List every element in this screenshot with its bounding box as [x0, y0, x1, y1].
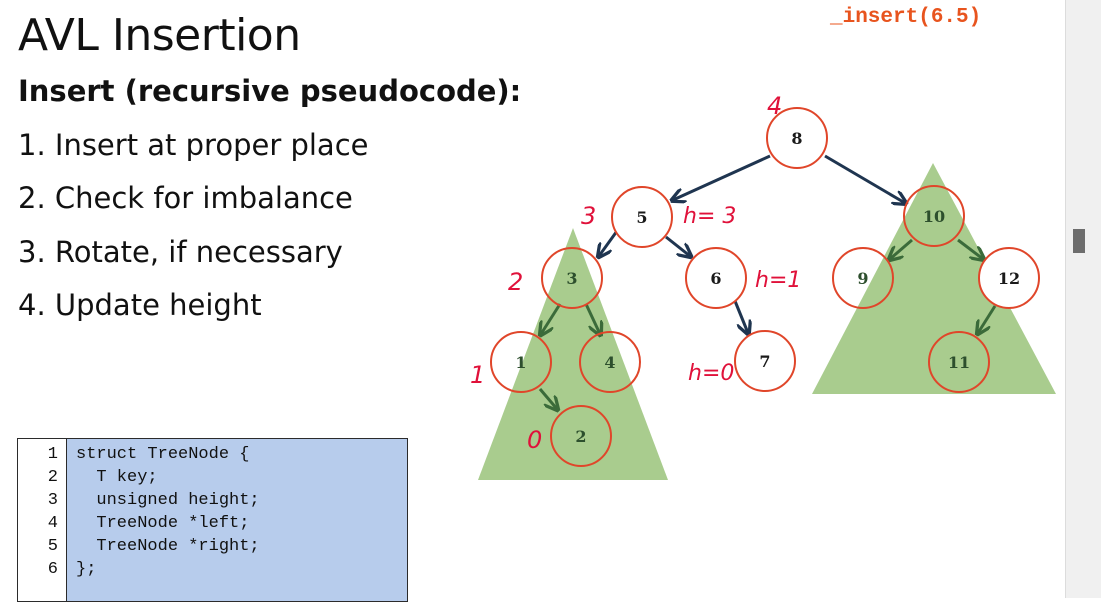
tree-node: 9: [832, 247, 894, 309]
node-label: 5: [636, 208, 647, 227]
edge-10-12: [957, 238, 983, 259]
annotation-height: h= 3: [683, 204, 736, 229]
tree-node: 7: [734, 330, 796, 392]
code-line: T key;: [76, 468, 158, 487]
node-label: 11: [948, 353, 970, 372]
annotation-height: h=1: [755, 268, 801, 293]
slide: AVL Insertion Insert (recursive pseudoco…: [17, 6, 1056, 602]
tree-node: 2: [550, 405, 612, 467]
annotation-height: 4: [767, 92, 782, 120]
node-label: 10: [923, 207, 945, 226]
node-label: 1: [515, 353, 526, 372]
tree-node: 6: [685, 247, 747, 309]
slide-title: AVL Insertion: [18, 10, 301, 61]
code-line: unsigned height;: [76, 491, 260, 510]
line-number: 3: [47, 491, 58, 510]
step-3: 3. Rotate, if necessary: [18, 235, 343, 269]
code-line: TreeNode *right;: [76, 537, 260, 556]
edge-10-9: [890, 238, 913, 259]
annotation-height: 1: [470, 361, 485, 389]
tree-node: 5: [611, 186, 673, 248]
tree-node: 10: [903, 185, 965, 247]
tree-node: 1: [490, 331, 552, 393]
node-label: 7: [759, 352, 770, 371]
node-label: 8: [791, 129, 802, 148]
node-label: 2: [575, 427, 586, 446]
tree-node: 8: [766, 107, 828, 169]
node-label: 6: [710, 269, 721, 288]
slide-subtitle: Insert (recursive pseudocode):: [18, 74, 522, 108]
line-number: 6: [47, 560, 58, 579]
code-line: struct TreeNode {: [76, 445, 250, 464]
edge-5-3: [599, 230, 619, 256]
scrollbar-thumb[interactable]: [1073, 229, 1085, 253]
code-block: 1 2 3 4 5 6 struct TreeNode { T key; uns…: [17, 438, 408, 602]
line-number-gutter: [18, 439, 67, 601]
node-label: 9: [857, 269, 868, 288]
edge-3-1: [541, 303, 562, 334]
step-2: 2. Check for imbalance: [18, 181, 353, 215]
node-label: 4: [604, 353, 615, 372]
tree-node: 11: [928, 331, 990, 393]
avl-tree-diagram: 8 5 10 3 6 9 1: [470, 92, 1056, 480]
tree-node: 4: [579, 331, 641, 393]
insert-call-label: _insert(6.5): [830, 6, 982, 29]
line-number: 4: [47, 514, 58, 533]
line-number: 5: [47, 537, 58, 556]
annotation-height: 0: [527, 426, 542, 454]
annotation-height: h=0: [688, 361, 734, 386]
edge-8-10: [824, 154, 905, 203]
tree-node: 12: [978, 247, 1040, 309]
tree-node: 3: [541, 247, 603, 309]
edge-3-4: [584, 303, 600, 334]
line-number: 2: [47, 468, 58, 487]
code-line: };: [76, 560, 97, 579]
right-subtree-triangle: [812, 163, 1056, 394]
edge-1-2: [538, 388, 557, 409]
node-label: 12: [998, 269, 1020, 288]
vertical-scrollbar[interactable]: [1065, 0, 1101, 598]
edge-5-6: [665, 235, 690, 256]
edge-12-11: [978, 305, 997, 333]
code-line: TreeNode *left;: [76, 514, 250, 533]
step-4: 4. Update height: [18, 288, 262, 322]
annotation-height: 2: [508, 268, 523, 296]
annotation-height: 3: [581, 202, 596, 230]
step-1: 1. Insert at proper place: [18, 128, 369, 162]
edge-8-5: [673, 154, 771, 200]
node-label: 3: [566, 269, 577, 288]
line-number: 1: [47, 445, 58, 464]
left-subtree-triangle: [478, 228, 668, 480]
edge-6-7: [733, 300, 748, 333]
code-body: [67, 439, 407, 601]
